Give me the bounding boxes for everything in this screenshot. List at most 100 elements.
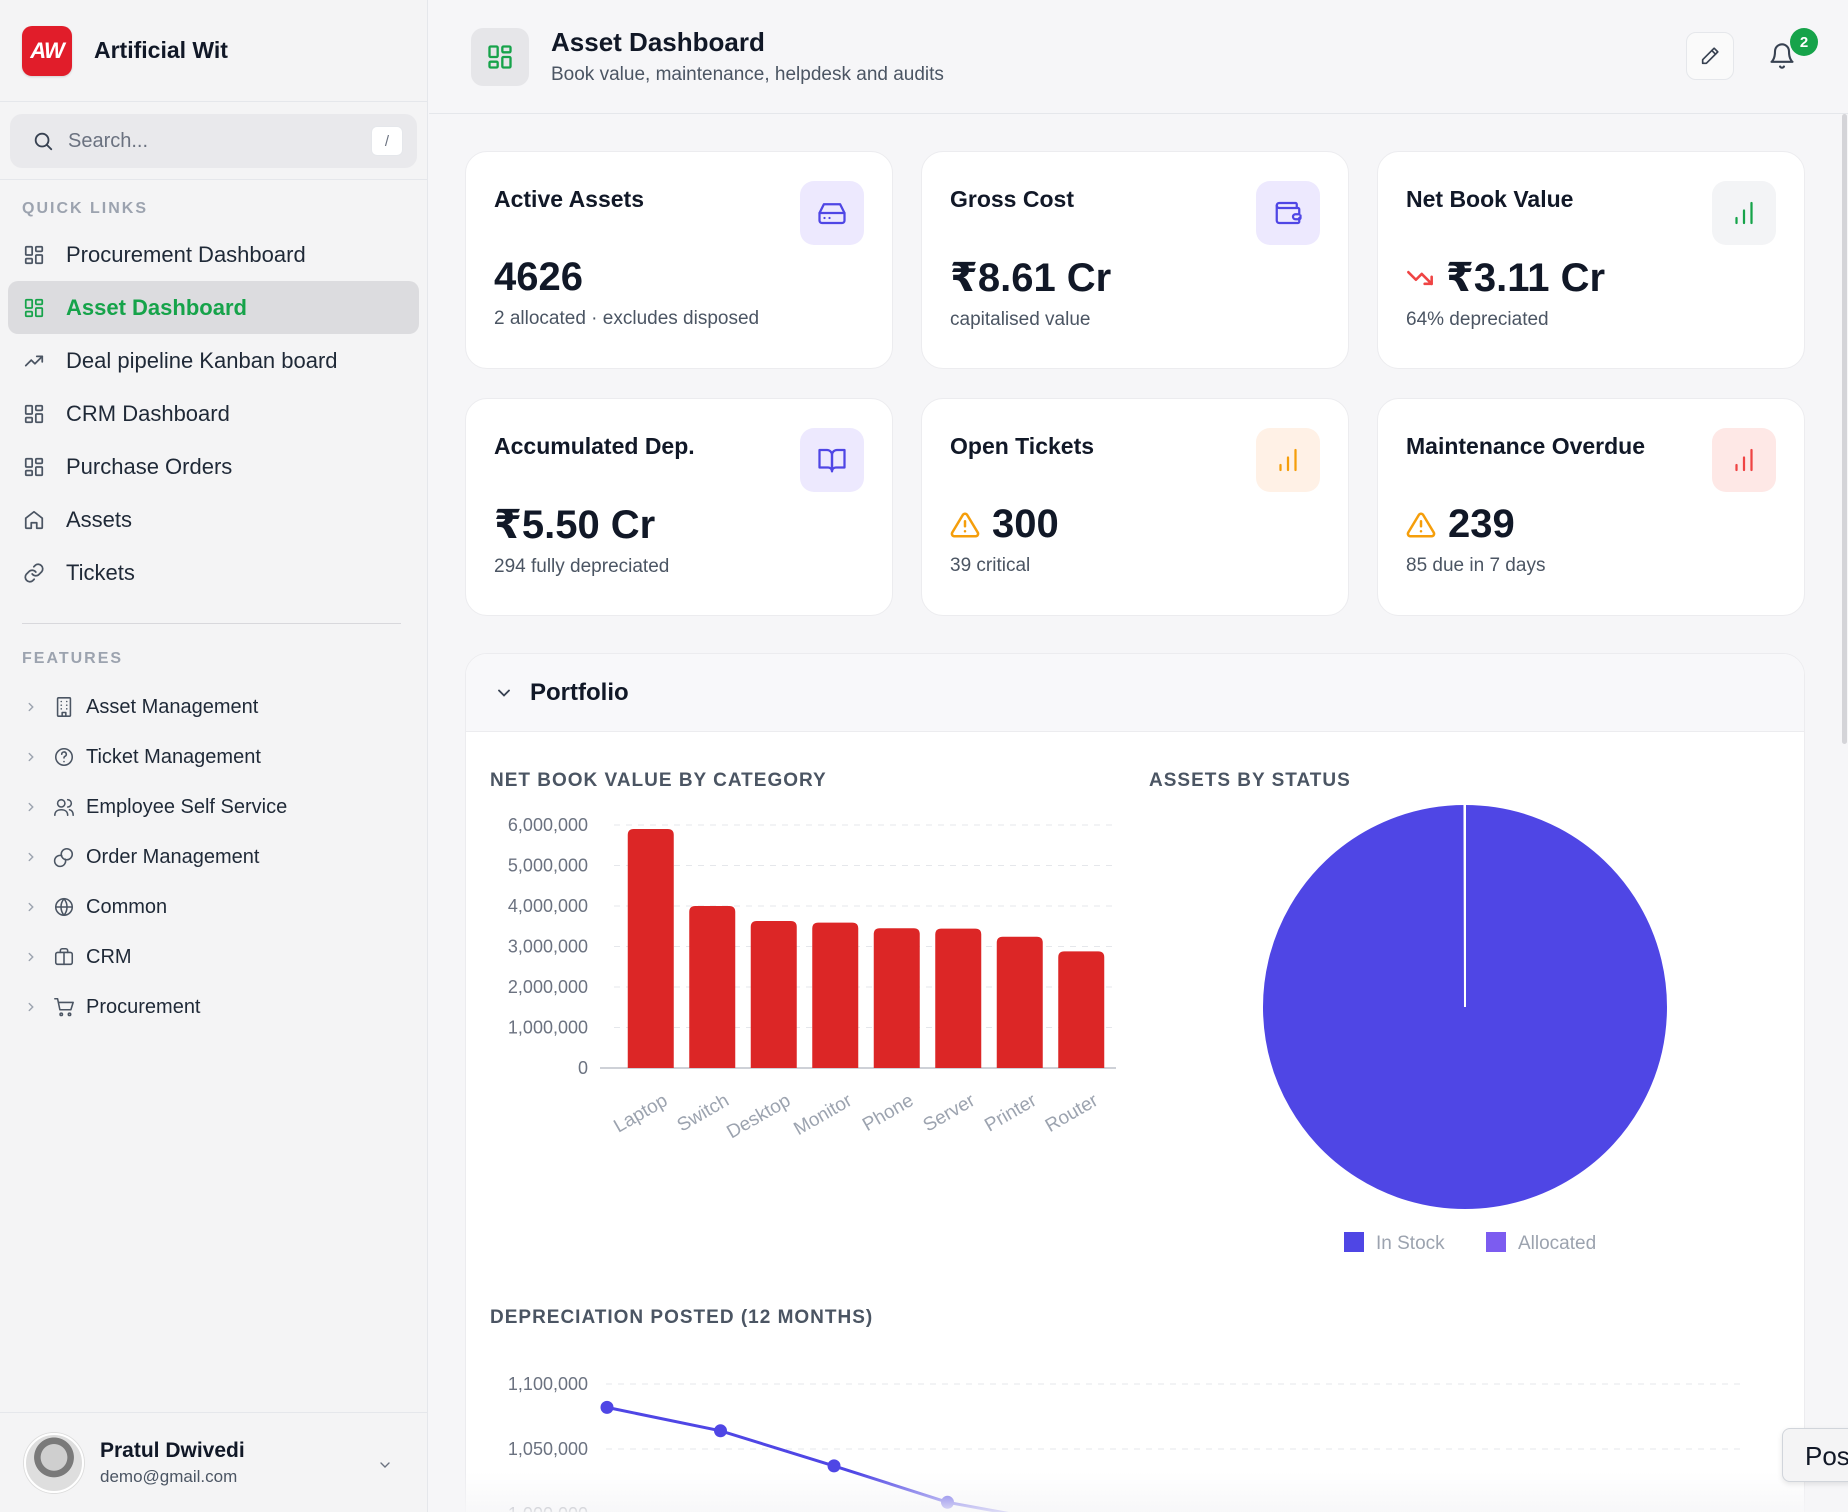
search-input[interactable] [68,129,371,153]
card-value-row: ₹3.11 Cr [1406,255,1776,301]
bar-chart-icon [1279,448,1297,472]
notifications-button[interactable]: 2 [1762,28,1818,80]
chevron-right-icon[interactable] [24,950,38,964]
pie-legend-label: Allocated [1518,1233,1596,1254]
card-note: 294 fully depreciated [494,556,670,577]
pencil-icon [1701,47,1719,65]
sidebar-item-assets[interactable]: Assets [8,493,419,546]
building-icon [56,697,72,717]
pos-tab[interactable]: Pos [1782,1428,1848,1482]
feature-item-procurement[interactable]: Procurement [0,982,427,1032]
bell-icon [1770,43,1794,69]
chevron-right-icon[interactable] [24,850,38,864]
features-label: FEATURES [22,650,124,667]
building-icon [52,695,76,719]
card-value: 239 [1448,502,1515,546]
bar-x-tick-label: Laptop [610,1090,671,1137]
cart-icon [54,997,74,1017]
warning-icon [950,511,980,537]
line-y-tick-label: 1,000,000 [508,1504,588,1512]
pie-chart-title: ASSETS BY STATUS [1149,770,1351,791]
card-note: capitalised value [950,309,1091,330]
trend-down-icon [1406,264,1434,292]
pie-slice-allocated [1463,802,1466,1008]
card-value: ₹8.61 Cr [950,256,1112,300]
chevron-right-icon[interactable] [24,750,38,764]
grid-icon [22,455,46,479]
chevron-right-icon[interactable] [24,1000,38,1014]
main-content: Active Assets 4626 2 allocated · exclude… [465,151,1805,1512]
card-note: 39 critical [950,555,1031,576]
card-value-row: 300 [950,502,1320,547]
user-name: Pratul Dwivedi [100,1438,245,1462]
bar-printer [996,936,1043,1068]
bar-y-tick-label: 4,000,000 [508,896,588,916]
card-value: ₹5.50 Cr [494,503,656,547]
sidebar-item-procurement-dashboard[interactable]: Procurement Dashboard [8,228,419,281]
sidebar-item-label: Procurement Dashboard [66,241,306,267]
scrollbar-thumb[interactable] [1842,114,1847,744]
feature-item-label: Employee Self Service [86,795,288,818]
warning-icon [950,510,980,540]
briefcase-icon [54,947,74,966]
feature-item-label: Order Management [86,845,260,868]
line-point [714,1424,727,1438]
kpi-card-open-tickets[interactable]: Open Tickets 300 39 critical [921,398,1349,616]
sidebar-item-label: CRM Dashboard [66,400,230,426]
chevron-right-icon[interactable] [24,800,38,814]
kpi-card-net-book-value[interactable]: Net Book Value ₹3.11 Cr 64% depreciated [1377,151,1805,369]
chevron-right-icon[interactable] [24,900,38,914]
search-box[interactable]: / [10,114,417,168]
chevron-right-icon[interactable] [24,700,38,714]
notification-badge: 2 [1790,28,1818,56]
sidebar-item-label: Tickets [66,559,135,585]
help-circle-icon [54,747,74,767]
search-container: / [0,102,427,180]
brand-logo[interactable]: AW [22,25,72,76]
line-series [606,1405,1009,1512]
kpi-card-maintenance-overdue[interactable]: Maintenance Overdue 239 85 due in 7 days [1377,398,1805,616]
link-icon [22,561,46,585]
card-title: Gross Cost [950,186,1074,212]
pie-legend-label: In Stock [1376,1233,1445,1254]
brand[interactable]: AW Artificial Wit [0,0,427,102]
search-icon [34,132,53,151]
bar-chart-icon [1735,448,1753,472]
sidebar-item-deal-pipeline-kanban-board[interactable]: Deal pipeline Kanban board [8,334,419,387]
kpi-card-accumulated-dep-[interactable]: Accumulated Dep. ₹5.50 Cr 294 fully depr… [465,398,893,616]
feature-item-order-management[interactable]: Order Management [0,832,427,882]
kpi-card-active-assets[interactable]: Active Assets 4626 2 allocated · exclude… [465,151,893,369]
edit-button[interactable] [1686,32,1734,80]
card-title: Maintenance Overdue [1406,433,1646,459]
chevron-down-icon[interactable] [494,683,514,703]
portfolio-header[interactable]: Portfolio [466,654,1804,732]
feature-item-crm[interactable]: CRM [0,932,427,982]
feature-item-employee-self-service[interactable]: Employee Self Service [0,782,427,832]
sidebar-item-tickets[interactable]: Tickets [8,546,419,599]
sidebar-item-purchase-orders[interactable]: Purchase Orders [8,440,419,493]
feature-item-asset-management[interactable]: Asset Management [0,682,427,732]
user-profile[interactable]: Pratul Dwivedi demo@gmail.com [0,1412,427,1512]
card-value: 4626 [494,255,583,299]
coins-icon [52,845,76,869]
feature-item-ticket-management[interactable]: Ticket Management [0,732,427,782]
wallet-icon [1256,181,1320,245]
wallet-icon [1275,201,1302,225]
coins-icon [53,847,74,868]
sidebar-item-label: Asset Dashboard [66,294,247,320]
sidebar-item-asset-dashboard[interactable]: Asset Dashboard [8,281,419,334]
avatar[interactable] [24,1432,84,1493]
sidebar-item-crm-dashboard[interactable]: CRM Dashboard [8,387,419,440]
card-title: Active Assets [494,186,645,212]
feature-item-common[interactable]: Common [0,882,427,932]
grid-icon [24,298,44,317]
bar-x-tick-label: Switch [674,1090,733,1136]
feature-item-label: Common [86,895,168,918]
kpi-card-gross-cost[interactable]: Gross Cost ₹8.61 Cr capitalised value [921,151,1349,369]
sidebar-item-label: Deal pipeline Kanban board [66,347,338,373]
scrollbar[interactable] [1840,114,1848,744]
card-value-row: 239 [1406,502,1776,547]
card-value-row: 4626 [494,255,864,300]
portfolio-panel: Portfolio NET BOOK VALUE BY CATEGORY 0 1,0… [465,653,1805,1512]
chevron-down-icon[interactable] [377,1457,393,1473]
